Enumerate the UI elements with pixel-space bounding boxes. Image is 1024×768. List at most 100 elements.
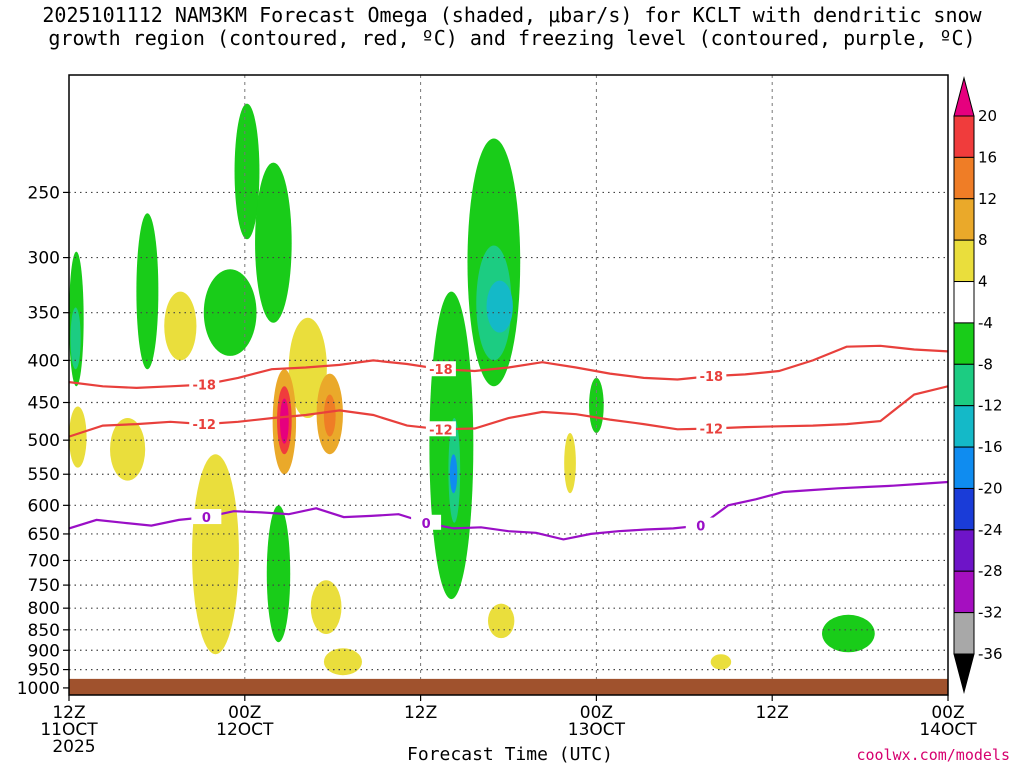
colorbar-bottom-arrow: [953, 653, 975, 694]
y-tick-label: 650: [28, 525, 60, 545]
omega-region-30: [710, 654, 732, 670]
y-tick-label: 850: [28, 621, 60, 641]
freezing-level-contour-label-bg: [411, 514, 442, 530]
omega-region-8: [255, 162, 292, 323]
omega-shading: [69, 103, 875, 676]
colorbar-segment: [953, 363, 975, 407]
omega-region-12: [279, 398, 289, 444]
freezing-level-contour-label: 0: [422, 517, 431, 532]
omega-region-4: [136, 213, 159, 370]
x-tick-label: 2025: [52, 737, 95, 757]
x-tick-label: 00Z: [931, 703, 964, 723]
title-line-1: 2025101112 NAM3KM Forecast Omega (shaded…: [42, 3, 982, 27]
colorbar-segment: [953, 156, 975, 200]
colorbar-segment: [953, 281, 975, 324]
freezing-level-contour-label: 0: [696, 520, 705, 535]
y-tick-label: 600: [28, 496, 60, 516]
colorbar-label: -16: [978, 438, 1003, 456]
colorbar: 20 16 12 8 4 -4 -8 -12 -16 -20 -24 -28 -32 -36: [953, 76, 1003, 694]
colorbar-label: 8: [978, 231, 988, 249]
colorbar-label: -32: [978, 604, 1003, 622]
omega-region-2: [69, 406, 87, 468]
credit-text: coolwx.com/models: [856, 746, 1010, 764]
colorbar-label: -24: [978, 521, 1003, 539]
omega-region-25: [486, 280, 513, 333]
x-tick-label: 12Z: [52, 703, 85, 723]
colorbar-label: -4: [978, 314, 993, 332]
isotherm-contour-0-label: -18: [429, 363, 453, 378]
omega-region-29: [822, 614, 875, 653]
y-tick-label: 450: [28, 394, 60, 414]
ground-surface: [69, 678, 948, 695]
colorbar-label: -36: [978, 645, 1003, 663]
y-axis: 2503003504004505005506006507007508008509…: [17, 183, 69, 699]
isotherm-contour-0-label-bg: [425, 361, 456, 377]
colorbar-label: -28: [978, 562, 1003, 580]
omega-region-6: [203, 269, 257, 356]
y-tick-label: 900: [28, 641, 60, 661]
isotherm-contour-1-label: -12: [429, 423, 453, 438]
title-line-2: growth region (contoured, red, ºC) and f…: [48, 26, 976, 50]
colorbar-label: 4: [978, 273, 988, 291]
freezing-level-contour-label-bg: [685, 517, 716, 533]
y-tick-label: 500: [28, 431, 60, 451]
x-tick-label: 13OCT: [568, 720, 626, 740]
y-tick-label: 800: [28, 599, 60, 619]
colorbar-segment: [953, 529, 975, 572]
colorbar-segment: [953, 322, 975, 365]
freezing-level-contour-label: 0: [202, 511, 211, 526]
colorbar-label: 16: [978, 148, 997, 166]
omega-region-1: [70, 307, 81, 370]
x-tick-label: 14OCT: [919, 720, 977, 740]
y-tick-label: 400: [28, 351, 60, 371]
omega-region-27: [564, 432, 576, 494]
y-tick-label: 1000: [17, 679, 60, 699]
omega-region-7: [234, 103, 260, 240]
x-tick-label: 12Z: [756, 703, 789, 723]
isotherm-contour-0-label: -18: [192, 379, 216, 394]
y-tick-label: 700: [28, 551, 60, 571]
colorbar-segment: [953, 446, 975, 489]
omega-region-17: [310, 580, 342, 635]
isotherm-contour-1-label: -12: [700, 423, 724, 438]
y-tick-label: 550: [28, 465, 60, 485]
colorbar-label: -8: [978, 355, 993, 373]
x-tick-label: 12Z: [404, 703, 437, 723]
colorbar-segment: [953, 115, 975, 158]
contour-lines: -18 -18 -18 -12 -12 -12 0 0 0: [69, 344, 948, 541]
y-tick-label: 300: [28, 249, 60, 269]
plot-frame: [68, 74, 949, 696]
colorbar-label: -12: [978, 397, 1003, 415]
isotherm-contour-0-label-bg: [189, 376, 220, 392]
omega-region-18: [323, 648, 362, 676]
colorbar-label: 12: [978, 190, 997, 208]
chart-title: 2025101112 NAM3KM Forecast Omega (shaded…: [0, 4, 1024, 50]
y-tick-label: 250: [28, 183, 60, 203]
isotherm-contour-0-label-bg: [696, 368, 727, 384]
y-tick-label: 950: [28, 661, 60, 681]
omega-region-26: [487, 603, 515, 639]
omega-region-3: [110, 418, 146, 481]
omega-region-14: [323, 394, 336, 437]
x-tick-label: 11OCT: [40, 720, 98, 740]
colorbar-segment: [953, 239, 975, 283]
colorbar-top-arrow: [953, 76, 975, 117]
x-tick-label: 12OCT: [216, 720, 274, 740]
colorbar-label: -20: [978, 479, 1003, 497]
isotherm-contour-0-label: -18: [700, 370, 724, 385]
isotherm-contour-1-label: -12: [192, 418, 216, 433]
isotherm-contour-1-label-bg: [425, 421, 456, 437]
isotherm-contour-1-label-bg: [189, 416, 220, 432]
colorbar-segment: [953, 612, 975, 655]
colorbar-label: 20: [978, 107, 997, 125]
isotherm-contour-1-label-bg: [696, 420, 727, 436]
colorbar-segment: [953, 570, 975, 614]
colorbar-segment: [953, 487, 975, 531]
x-tick-label: 00Z: [228, 703, 261, 723]
y-tick-label: 350: [28, 304, 60, 324]
grid-lines: [69, 75, 948, 695]
omega-region-5: [164, 291, 197, 361]
colorbar-segment: [953, 198, 975, 241]
